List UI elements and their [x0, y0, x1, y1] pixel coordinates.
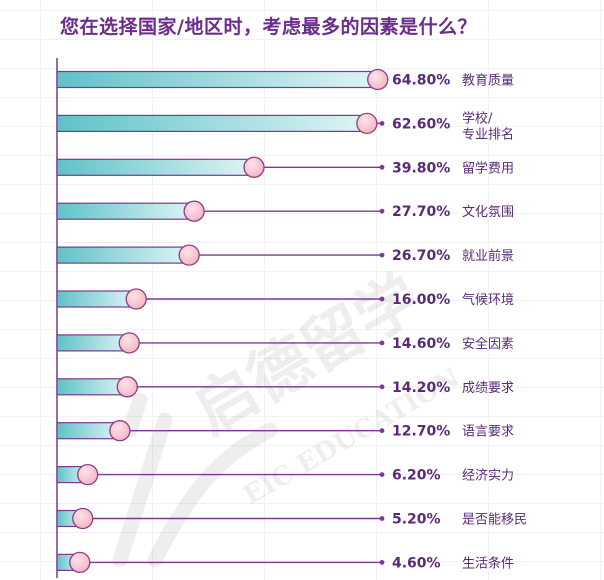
- bar-end-knob: [69, 551, 91, 574]
- connector-dot: [379, 121, 385, 126]
- bar-end-knob: [125, 288, 147, 310]
- value-label: 14.60%: [392, 336, 450, 352]
- value-label: 27.70%: [392, 204, 450, 220]
- category-label: 学校/专业排名: [462, 110, 514, 142]
- bar-end-knob: [109, 420, 131, 442]
- category-label: 成绩要求: [462, 381, 514, 396]
- value-label: 16.00%: [392, 292, 450, 308]
- category-label: 留学费用: [462, 160, 514, 176]
- bar: [56, 158, 255, 176]
- bar-end-knob: [243, 156, 265, 178]
- brand-logo-mark: [112, 392, 278, 568]
- bar: [56, 70, 379, 89]
- value-label: 4.60%: [392, 555, 441, 571]
- value-label: 26.70%: [392, 248, 450, 264]
- value-label: 5.20%: [392, 512, 441, 528]
- connector-dot: [379, 208, 385, 214]
- bar: [56, 202, 195, 220]
- value-label: 12.70%: [392, 424, 450, 440]
- bar: [56, 290, 137, 308]
- connector-dot: [379, 472, 385, 477]
- bar-end-knob: [356, 112, 378, 135]
- connector-dot: [379, 560, 385, 565]
- connector-dot: [379, 516, 385, 521]
- value-label: 6.20%: [392, 468, 441, 484]
- connector-dot: [379, 428, 385, 434]
- value-label: 62.60%: [392, 116, 450, 132]
- connector-dot: [379, 252, 385, 258]
- category-label: 是否能移民: [462, 513, 527, 528]
- category-label: 气候环境: [462, 292, 514, 308]
- bar-end-knob: [367, 68, 389, 91]
- value-label: 39.80%: [392, 160, 450, 176]
- category-label: 经济实力: [462, 469, 514, 484]
- category-label: 生活条件: [462, 555, 514, 571]
- bar-end-knob: [72, 507, 94, 530]
- value-label: 64.80%: [392, 73, 450, 89]
- bar: [56, 334, 130, 352]
- category-label: 教育质量: [462, 73, 514, 89]
- connector-dot: [379, 296, 385, 302]
- connector-dot: [379, 384, 385, 390]
- category-label: 安全因素: [462, 336, 514, 352]
- connector-dot: [379, 164, 385, 170]
- bar-end-knob: [77, 463, 99, 486]
- bar: [56, 246, 190, 264]
- bar-end-knob: [116, 376, 138, 398]
- bar: [56, 114, 368, 133]
- value-label: 14.20%: [392, 380, 450, 396]
- category-label: 就业前景: [462, 248, 514, 264]
- connector-dot: [379, 340, 385, 346]
- category-label: 语言要求: [462, 425, 514, 440]
- bar-end-knob: [118, 332, 140, 354]
- category-label: 文化氛围: [462, 205, 514, 220]
- chart-title: 您在选择国家/地区时，考虑最多的因素是什么？: [60, 16, 477, 38]
- bar-end-knob: [183, 200, 205, 222]
- bar-end-knob: [178, 244, 200, 266]
